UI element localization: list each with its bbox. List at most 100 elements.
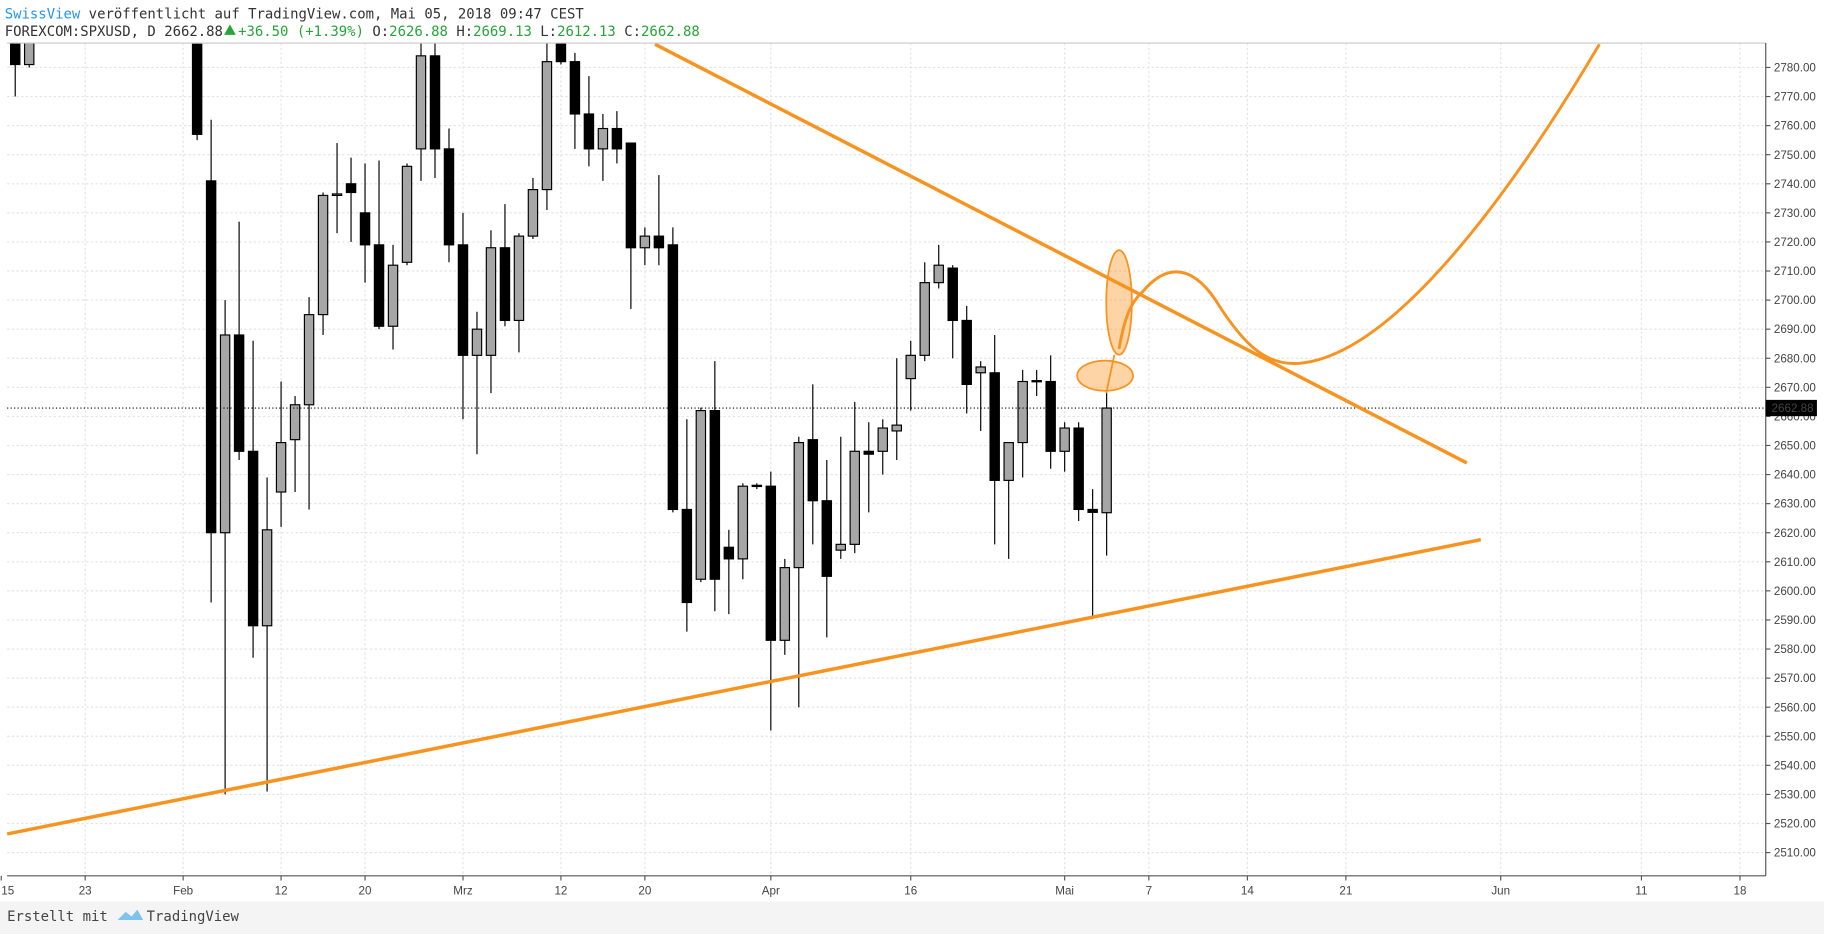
candle-body	[9, 43, 21, 66]
candle-body	[695, 410, 707, 580]
candle-body	[569, 61, 581, 115]
candle-body	[485, 247, 497, 356]
y-tick-label: 2610.00	[1774, 556, 1817, 569]
x-tick-label: 16	[904, 884, 917, 897]
y-tick-label: 2700.00	[1774, 294, 1817, 307]
footer-text: Erstellt mit	[7, 909, 108, 925]
y-tick-label: 2690.00	[1774, 323, 1817, 336]
y-tick-label: 2730.00	[1774, 207, 1817, 220]
candle-body	[793, 441, 805, 569]
y-tick-label: 2720.00	[1774, 236, 1817, 249]
brand-link[interactable]: TradingView	[147, 909, 240, 925]
last-price-tag	[1765, 399, 1817, 417]
candle-body	[513, 235, 525, 322]
candle-body	[219, 334, 231, 534]
candle-body	[415, 55, 427, 150]
x-tick-label: Apr	[762, 884, 780, 897]
published-text: veröffentlicht auf TradingView.com, Mai …	[89, 7, 585, 23]
x-tick-label: 20	[359, 884, 372, 897]
candle-body	[835, 543, 847, 551]
candle-body	[905, 354, 916, 380]
highlight-ellipse	[1076, 359, 1134, 392]
candle-body	[1003, 441, 1014, 481]
y-tick-label: 2570.00	[1774, 672, 1817, 685]
candle-body	[1017, 380, 1028, 444]
x-tick-label: 21	[1339, 884, 1352, 897]
candle-body	[303, 314, 315, 406]
candle-body	[471, 328, 483, 356]
candle-body	[387, 264, 399, 327]
candle-body	[821, 500, 833, 577]
candle-body	[1031, 380, 1042, 383]
candle-body	[429, 55, 441, 150]
y-tick-label: 2740.00	[1774, 178, 1817, 191]
candle-body	[205, 180, 217, 534]
candle-body	[527, 189, 539, 237]
candle-body	[1101, 407, 1112, 514]
x-tick-label: 18	[1733, 884, 1746, 897]
candle-body	[611, 127, 623, 150]
change-arrow	[224, 24, 236, 35]
x-tick-label: 14	[1241, 884, 1254, 897]
y-tick-label: 2680.00	[1774, 352, 1817, 365]
x-tick-label: Jun	[1491, 884, 1510, 897]
x-tick-label: 12	[554, 884, 567, 897]
x-tick-label: 7	[1146, 884, 1152, 897]
y-tick-label: 2620.00	[1774, 527, 1817, 540]
author-link[interactable]: SwissView	[5, 7, 81, 23]
candle-body	[737, 485, 749, 560]
candle-body	[779, 567, 791, 641]
y-tick-label: 2780.00	[1774, 62, 1817, 75]
candle-body	[597, 127, 609, 150]
grid	[7, 43, 1766, 876]
candle-body	[555, 43, 567, 63]
candle-body	[1045, 380, 1056, 452]
candle-body	[877, 427, 888, 452]
ohlc-name: C:	[624, 24, 641, 40]
y-tick-label: 2770.00	[1774, 91, 1817, 104]
candle-body	[373, 244, 385, 327]
y-tick-label: 2650.00	[1774, 440, 1817, 453]
x-tick-label: Feb	[173, 884, 193, 897]
y-tick-label: 2550.00	[1774, 730, 1817, 743]
resistance-trendline	[654, 43, 1468, 465]
x-tick-label: Mai	[1055, 884, 1074, 897]
brand-logo	[117, 909, 144, 921]
candle-body	[751, 484, 763, 488]
candle-body	[191, 43, 203, 135]
candle-body	[653, 235, 665, 249]
y-tick-label: 2510.00	[1774, 847, 1817, 860]
candle-body	[625, 142, 637, 249]
symbol: FOREXCOM:SPXUSD, D	[5, 24, 156, 40]
y-tick-label: 2760.00	[1774, 120, 1817, 133]
candle-body	[667, 244, 679, 511]
x-tick-label: Mrz	[453, 884, 473, 897]
ohlc-name: H:	[456, 24, 473, 40]
highlight-ellipse	[1105, 249, 1133, 356]
candle-body	[359, 212, 371, 246]
candle-body	[975, 366, 986, 374]
candle-body	[919, 282, 930, 356]
candle-body	[541, 61, 553, 191]
candle-body	[499, 247, 511, 322]
y-tick-label: 2560.00	[1774, 701, 1817, 714]
y-tick-label: 2600.00	[1774, 585, 1817, 598]
y-tick-label: 2590.00	[1774, 614, 1817, 627]
candle-body	[863, 450, 875, 455]
candle-body	[247, 450, 259, 627]
ohlc-name: O:	[372, 24, 389, 40]
candle-body	[457, 244, 469, 356]
candle-body	[723, 546, 735, 560]
candle-body	[275, 441, 287, 493]
candle-body	[1087, 508, 1098, 513]
y-tick-label: 2630.00	[1774, 498, 1817, 511]
y-tick-label: 2540.00	[1774, 759, 1817, 772]
y-tick-label: 2640.00	[1774, 469, 1817, 482]
ohlc-value: 2626.88	[389, 24, 448, 40]
footer-bar	[0, 901, 1824, 934]
x-tick-label: 12	[275, 884, 288, 897]
header-line: SwissView veröffentlicht auf TradingView…	[5, 7, 585, 23]
candle-body	[289, 404, 301, 441]
candle-body	[317, 194, 329, 316]
